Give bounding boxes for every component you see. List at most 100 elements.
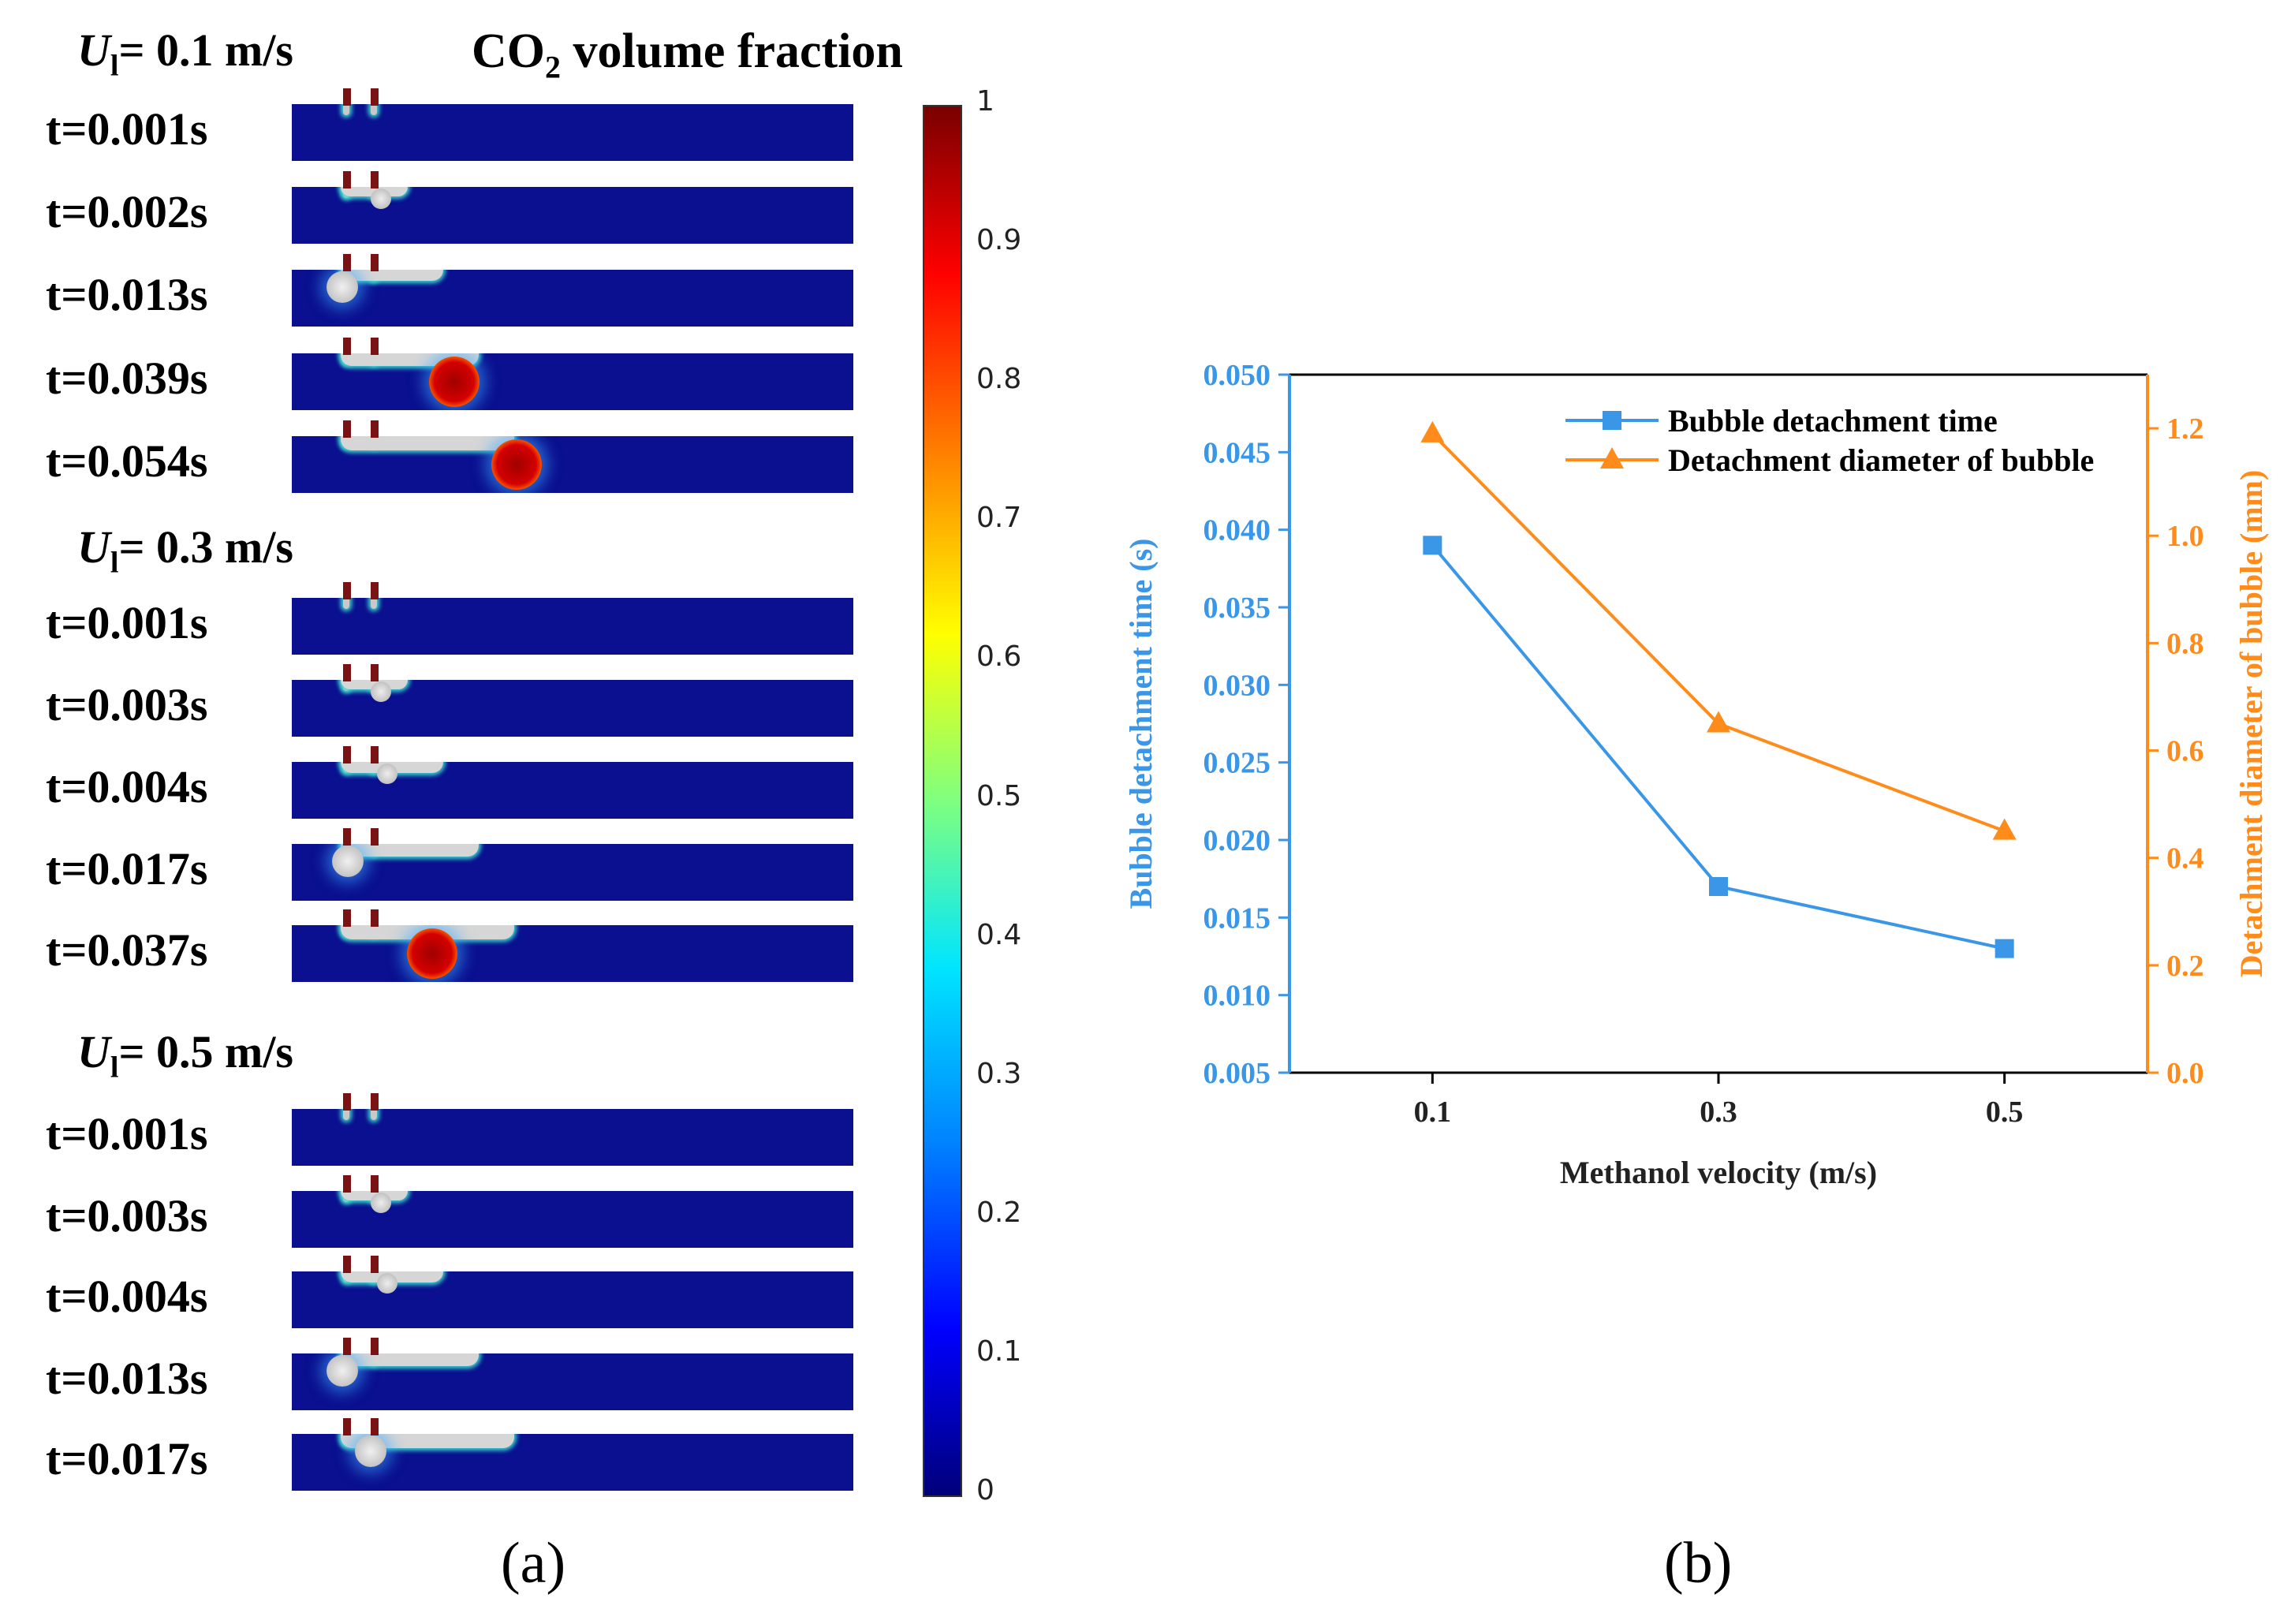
data-point-square bbox=[1995, 939, 2014, 958]
colorbar-tick-label: 0.4 bbox=[976, 918, 1022, 951]
velocity-heading-1: Ul= 0.1 m/s bbox=[77, 24, 294, 83]
time-label: t=0.004s bbox=[46, 1271, 208, 1322]
channel-frame bbox=[292, 1353, 853, 1410]
time-label: t=0.001s bbox=[46, 597, 208, 648]
time-label: t=0.017s bbox=[46, 1433, 208, 1484]
colorbar-tick-label: 0.7 bbox=[976, 502, 1022, 535]
inlet-nozzle-icon bbox=[343, 88, 351, 106]
inlet-nozzle-icon bbox=[343, 1338, 351, 1355]
inlet-nozzle-icon bbox=[343, 1093, 351, 1111]
channel-frame bbox=[292, 598, 853, 655]
inlet-nozzle-icon bbox=[343, 746, 351, 763]
channel-frame bbox=[292, 436, 853, 493]
colorbar-tick-label: 1 bbox=[976, 85, 994, 118]
inlet-nozzle-icon bbox=[371, 828, 379, 846]
inlet-nozzle-icon bbox=[371, 420, 379, 438]
channel-frame bbox=[292, 680, 853, 737]
x-tick-label: 0.1 bbox=[1414, 1096, 1452, 1129]
legend-label-2: Detachment diameter of bubble bbox=[1668, 442, 2094, 478]
inlet-nozzle-icon bbox=[343, 1256, 351, 1273]
time-label: t=0.017s bbox=[46, 843, 208, 894]
y-right-axis-label: Detachment diameter of bubble (mm) bbox=[2233, 470, 2269, 978]
panel-label-b: (b) bbox=[1664, 1531, 1733, 1596]
time-label: t=0.001s bbox=[46, 1108, 208, 1159]
data-point-triangle bbox=[1420, 420, 1445, 442]
colorbar-tick-label: 0.2 bbox=[976, 1196, 1022, 1229]
colorbar-tick-label: 0.9 bbox=[976, 224, 1022, 257]
inlet-nozzle-icon bbox=[343, 1175, 351, 1193]
time-label: t=0.037s bbox=[46, 924, 208, 976]
inlet-nozzle-icon bbox=[371, 338, 379, 355]
data-point-square bbox=[1423, 536, 1442, 555]
colorbar-title: CO2 volume fraction bbox=[472, 24, 903, 85]
x-axis-label: Methanol velocity (m/s) bbox=[1560, 1155, 1877, 1190]
y-left-tick-label: 0.045 bbox=[1203, 436, 1271, 469]
channel-frame bbox=[292, 1191, 853, 1248]
inlet-nozzle-icon bbox=[343, 254, 351, 271]
inlet-nozzle-icon bbox=[371, 254, 379, 271]
colorbar-tick-label: 0.3 bbox=[976, 1057, 1022, 1090]
legend-marker-square bbox=[1603, 411, 1621, 430]
channel-frame bbox=[292, 1271, 853, 1328]
series-line-2 bbox=[1431, 432, 2006, 833]
y-left-tick-label: 0.015 bbox=[1203, 902, 1271, 935]
inlet-nozzle-icon bbox=[343, 664, 351, 681]
time-label: t=0.003s bbox=[46, 679, 208, 730]
y-left-tick-label: 0.025 bbox=[1203, 747, 1271, 780]
data-point-triangle bbox=[1707, 711, 1730, 733]
channel-frame bbox=[292, 762, 853, 819]
time-label: t=0.003s bbox=[46, 1190, 208, 1241]
x-tick-label: 0.5 bbox=[1986, 1096, 2024, 1129]
legend-marker-triangle bbox=[1600, 447, 1624, 469]
inlet-nozzle-icon bbox=[343, 338, 351, 355]
inlet-nozzle-icon bbox=[343, 1418, 351, 1435]
inlet-nozzle-icon bbox=[371, 664, 379, 681]
y-left-tick-label: 0.005 bbox=[1203, 1057, 1271, 1090]
y-right-tick-label: 1.2 bbox=[2166, 413, 2204, 446]
channel-frame bbox=[292, 353, 853, 410]
y-right-tick-label: 0.8 bbox=[2166, 627, 2204, 660]
colorbar-tick-label: 0 bbox=[976, 1474, 994, 1506]
y-right-tick-label: 1.0 bbox=[2166, 520, 2204, 553]
inlet-nozzle-icon bbox=[371, 582, 379, 599]
colorbar-tick-label: 0.1 bbox=[976, 1335, 1022, 1368]
inlet-nozzle-icon bbox=[371, 1418, 379, 1435]
y-left-tick-label: 0.050 bbox=[1203, 359, 1271, 392]
data-point-square bbox=[1709, 877, 1728, 896]
y-left-tick-label: 0.020 bbox=[1203, 824, 1271, 857]
inlet-nozzle-icon bbox=[371, 1093, 379, 1111]
y-left-tick-label: 0.030 bbox=[1203, 669, 1271, 702]
channel-frame bbox=[292, 104, 853, 161]
y-left-tick-label: 0.035 bbox=[1203, 592, 1271, 625]
y-left-tick-label: 0.010 bbox=[1203, 980, 1271, 1013]
inlet-nozzle-icon bbox=[343, 420, 351, 438]
colorbar-tick-label: 0.5 bbox=[976, 779, 1022, 812]
colorbar-tick-label: 0.8 bbox=[976, 363, 1022, 396]
channel-frame bbox=[292, 844, 853, 901]
colorbar-gradient bbox=[923, 105, 962, 1497]
y-right-tick-label: 0.2 bbox=[2166, 950, 2204, 983]
channel-frame bbox=[292, 187, 853, 244]
inlet-nozzle-icon bbox=[371, 1175, 379, 1193]
inlet-nozzle-icon bbox=[371, 1256, 379, 1273]
channel-frame bbox=[292, 1109, 853, 1166]
data-point-triangle bbox=[1992, 818, 2017, 840]
detachment-chart: 0.005 0.010 0.015 0.020 0.025 0.030 0.035 0.040… bbox=[1128, 359, 2269, 1190]
channel-frame bbox=[292, 270, 853, 327]
velocity-heading-2: Ul= 0.3 m/s bbox=[77, 521, 294, 580]
inlet-nozzle-icon bbox=[343, 171, 351, 189]
time-label: t=0.004s bbox=[46, 761, 208, 812]
y-left-tick-label: 0.040 bbox=[1203, 514, 1271, 547]
channel-frame bbox=[292, 925, 853, 982]
inlet-nozzle-icon bbox=[371, 746, 379, 763]
colorbar-tick-label: 0.6 bbox=[976, 640, 1022, 674]
time-label: t=0.002s bbox=[46, 186, 208, 237]
time-label: t=0.001s bbox=[46, 103, 208, 155]
inlet-nozzle-icon bbox=[343, 582, 351, 599]
x-tick-label: 0.3 bbox=[1700, 1096, 1737, 1129]
y-right-tick-label: 0.6 bbox=[2166, 735, 2204, 768]
panel-label-a: (a) bbox=[501, 1531, 566, 1596]
time-label: t=0.039s bbox=[46, 353, 208, 404]
inlet-nozzle-icon bbox=[343, 909, 351, 927]
inlet-nozzle-icon bbox=[343, 828, 351, 846]
